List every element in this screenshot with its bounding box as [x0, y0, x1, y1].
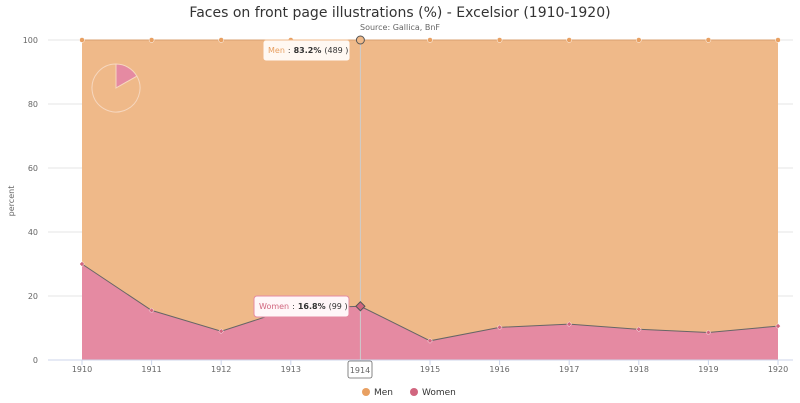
series-women-point[interactable] [218, 328, 225, 335]
legend-label: Men [374, 388, 393, 398]
x-tick-label: 1913 [281, 365, 301, 374]
x-tick-label: 1919 [698, 365, 718, 374]
tooltip-women-series: Women [259, 302, 289, 311]
series-women-point[interactable] [427, 337, 433, 344]
series-men-point[interactable] [636, 37, 642, 43]
series-men-point[interactable] [496, 37, 503, 43]
y-tick-label: 20 [28, 292, 38, 301]
series-men-point[interactable] [79, 37, 85, 43]
legend-item-men[interactable]: Men [362, 388, 393, 398]
series-women-point[interactable] [566, 321, 573, 328]
crosshair-label-text: 1914 [350, 366, 370, 375]
series-women-point[interactable] [496, 324, 503, 331]
tooltip-men-box [262, 39, 351, 62]
tooltip-men: Men:83.2% (489 ) [262, 39, 351, 62]
y-axis-ticks: 0 20 40 60 80 100 [23, 36, 38, 365]
tooltip-men-series: Men [268, 46, 285, 55]
series-women-point[interactable] [635, 326, 642, 333]
inset-pie-slice [91, 63, 141, 113]
tooltip-women: Women:16.8% (99 ) [253, 295, 350, 318]
tooltip-women-text: Women:16.8% (99 ) [259, 302, 348, 311]
legend-item-women[interactable]: Women [410, 388, 456, 398]
x-tick-label: 1916 [489, 365, 509, 374]
legend-marker [362, 388, 370, 396]
tooltip-men-text: Men:83.2% (489 ) [268, 46, 348, 55]
series-men-point[interactable] [355, 35, 365, 45]
x-tick-label: 1917 [559, 365, 579, 374]
inset-pie-chart [91, 63, 141, 113]
legend[interactable]: Men Women [362, 388, 456, 398]
tooltip-women-value: 16.8% [298, 302, 326, 311]
tooltip-women-count: (99 ) [329, 302, 348, 311]
legend-label: Women [422, 388, 456, 398]
series-men-point[interactable] [705, 37, 712, 43]
series-men-point[interactable] [566, 37, 572, 43]
tooltip-men-count: (489 ) [324, 46, 348, 55]
y-tick-label: 80 [28, 100, 38, 109]
series-women-point[interactable] [705, 329, 712, 336]
series-men-point[interactable] [148, 37, 155, 43]
tooltip-men-value: 83.2% [294, 46, 322, 55]
x-axis-ticks: 1910 1911 1912 1913 1915 1916 1917 1918 1919 1920 [48, 359, 793, 374]
chart-title: Faces on front page illustrations (%) - … [189, 5, 610, 21]
series-men-area[interactable] [82, 40, 778, 341]
x-tick-label: 1911 [141, 365, 161, 374]
tooltip-women-box [253, 295, 350, 318]
crosshair-label-box [347, 360, 373, 379]
crosshair-label: 1914 [347, 360, 373, 379]
x-tick-label: 1910 [72, 365, 92, 374]
legend-marker [410, 388, 418, 396]
series-men-point[interactable] [427, 37, 433, 43]
y-tick-label: 40 [28, 228, 38, 237]
series-men-point[interactable] [218, 37, 224, 43]
x-tick-label: 1920 [768, 365, 788, 374]
chart-subtitle: Source: Gallica, BnF [360, 23, 440, 32]
series-women-point[interactable] [148, 307, 155, 314]
series-areas[interactable] [81, 39, 779, 360]
series-men-point[interactable] [775, 37, 781, 43]
y-tick-label: 0 [33, 356, 38, 365]
series-women-area[interactable] [82, 264, 778, 360]
y-axis-title: percent [7, 186, 16, 217]
series-women-point[interactable] [775, 323, 781, 329]
y-tick-label: 60 [28, 164, 38, 173]
x-tick-label: 1918 [629, 365, 649, 374]
x-tick-label: 1912 [211, 365, 231, 374]
series-markers[interactable] [79, 35, 781, 344]
series-women-point[interactable] [79, 261, 85, 267]
y-tick-label: 100 [23, 36, 38, 45]
x-tick-label: 1915 [420, 365, 440, 374]
series-women-point[interactable] [355, 301, 366, 312]
